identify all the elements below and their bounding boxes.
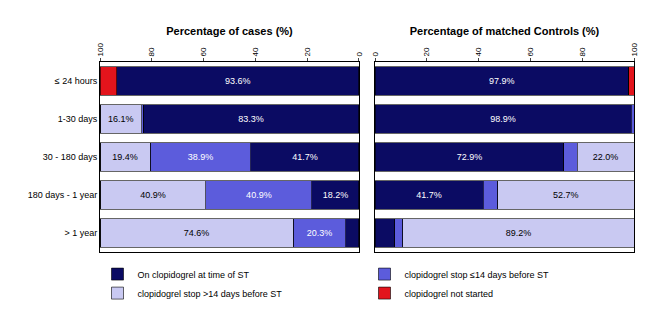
svg-text:52.7%: 52.7% [553, 190, 579, 200]
svg-text:clopidogrel stop >14 days befo: clopidogrel stop >14 days before ST [138, 289, 283, 299]
svg-text:0: 0 [371, 51, 380, 56]
svg-text:20: 20 [303, 47, 312, 56]
svg-text:18.2%: 18.2% [323, 190, 349, 200]
svg-text:60: 60 [526, 47, 535, 56]
svg-text:clopidogrel not started: clopidogrel not started [405, 289, 494, 299]
svg-text:98.9%: 98.9% [490, 114, 516, 124]
svg-text:16.1%: 16.1% [108, 114, 134, 124]
svg-text:40.9%: 40.9% [246, 190, 272, 200]
svg-text:40: 40 [251, 47, 260, 56]
svg-text:100: 100 [630, 43, 639, 57]
svg-text:80: 80 [578, 47, 587, 56]
svg-text:83.3%: 83.3% [238, 114, 264, 124]
svg-text:93.6%: 93.6% [225, 76, 251, 86]
svg-text:80: 80 [147, 47, 156, 56]
svg-text:89.2%: 89.2% [506, 228, 532, 238]
svg-text:0: 0 [355, 51, 364, 56]
svg-text:> 1 year: > 1 year [64, 228, 97, 238]
svg-text:20.3%: 20.3% [307, 228, 333, 238]
svg-text:41.7%: 41.7% [416, 190, 442, 200]
svg-text:30 - 180 days: 30 - 180 days [43, 152, 98, 162]
svg-text:≤ 24 hours: ≤ 24 hours [55, 76, 98, 86]
svg-text:20: 20 [422, 47, 431, 56]
svg-text:22.0%: 22.0% [593, 152, 619, 162]
svg-text:41.7%: 41.7% [292, 152, 318, 162]
svg-text:74.6%: 74.6% [184, 228, 210, 238]
svg-text:180 days - 1 year: 180 days - 1 year [28, 190, 98, 200]
svg-text:On clopidogrel at time of ST: On clopidogrel at time of ST [138, 270, 250, 280]
svg-text:19.4%: 19.4% [112, 152, 138, 162]
svg-text:100: 100 [96, 43, 105, 57]
svg-text:1-30 days: 1-30 days [58, 114, 98, 124]
svg-text:clopidogrel stop ≤14 days befo: clopidogrel stop ≤14 days before ST [405, 270, 550, 280]
svg-text:60: 60 [199, 47, 208, 56]
svg-text:Percentage of cases (%): Percentage of cases (%) [166, 25, 293, 37]
svg-text:97.9%: 97.9% [489, 76, 515, 86]
svg-text:Percentage of matched Controls: Percentage of matched Controls (%) [410, 25, 600, 37]
svg-text:40.9%: 40.9% [140, 190, 166, 200]
svg-text:38.9%: 38.9% [188, 152, 214, 162]
svg-text:40: 40 [474, 47, 483, 56]
svg-text:72.9%: 72.9% [457, 152, 483, 162]
